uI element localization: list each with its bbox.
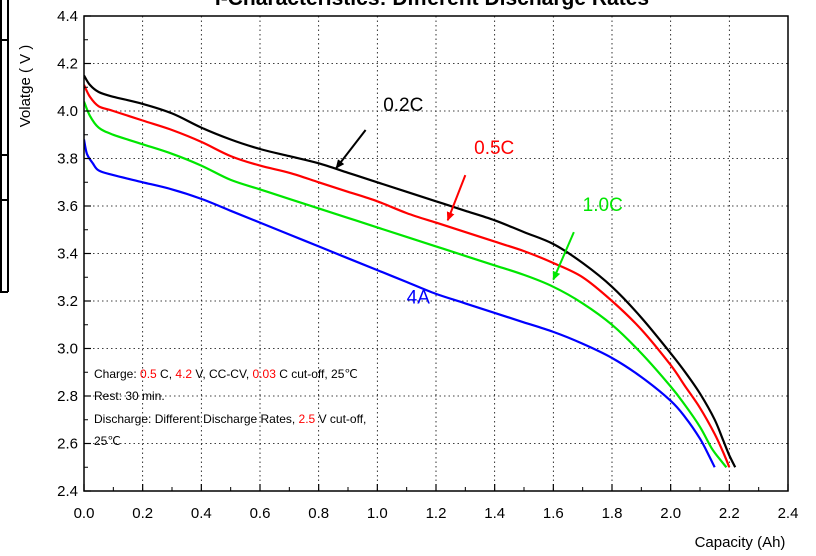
y-tick-label: 4.0 <box>57 103 78 120</box>
y-tick-label: 2.8 <box>57 388 78 405</box>
note-fragment: 0.03 <box>253 367 277 381</box>
series-label-0-5c: 0.5C <box>474 138 514 159</box>
series-line-1-0c <box>84 101 728 469</box>
x-tick-label: 0.6 <box>250 505 271 522</box>
axis-ticks: 0.0 0.2 0.4 0.6 0.8 1.0 1.2 1.4 1.6 1.8 2.0 2.2 2.4 2… <box>57 8 798 522</box>
x-tick-label: 0.2 <box>132 505 153 522</box>
note-fragment: Rest: 30 min. <box>94 389 165 403</box>
note-line-charge: Charge: 0.5 C, 4.2 V, CC-CV, 0.03 C cut-… <box>94 367 358 381</box>
label-arrow <box>552 231 575 281</box>
series-line-4a <box>84 139 716 468</box>
y-tick-label: 2.4 <box>57 483 78 500</box>
label-arrow <box>446 174 467 222</box>
chart-title: I-Characteristics: Different Discharge R… <box>215 0 649 10</box>
x-tick-label: 0.4 <box>191 505 212 522</box>
x-tick-label: 1.0 <box>367 505 388 522</box>
note-fragment: Charge: <box>94 367 140 381</box>
series-line-0-2c <box>84 74 737 468</box>
note-fragment: 2.5 <box>299 412 316 426</box>
label-arrow <box>335 129 367 169</box>
note-line-discharge: Discharge: Different Discharge Rates, 2.… <box>94 412 366 426</box>
y-axis-label: Volatge ( V ) <box>17 45 34 128</box>
note-fragment: Discharge: Different Discharge Rates, <box>94 412 299 426</box>
x-tick-label: 0.8 <box>308 505 329 522</box>
note-line-temp: 25℃ <box>94 434 121 448</box>
note-fragment: C cut-off, 25℃ <box>276 367 358 381</box>
series-label-0-2c: 0.2C <box>383 95 423 116</box>
y-tick-label: 4.4 <box>57 8 78 25</box>
series-group <box>84 74 737 469</box>
y-tick-label: 2.6 <box>57 436 78 453</box>
x-axis-label: Capacity (Ah) <box>695 534 786 551</box>
x-tick-label: 2.2 <box>719 505 740 522</box>
series-line-0-5c <box>84 84 731 468</box>
grid-lines <box>84 16 788 491</box>
y-tick-label: 3.4 <box>57 246 78 263</box>
x-tick-label: 1.2 <box>426 505 447 522</box>
test-conditions-note: Charge: 0.5 C, 4.2 V, CC-CV, 0.03 C cut-… <box>94 367 366 448</box>
y-tick-label: 3.2 <box>57 293 78 310</box>
y-tick-label: 3.0 <box>57 341 78 358</box>
note-fragment: V cut-off, <box>315 412 366 426</box>
x-tick-label: 1.4 <box>484 505 505 522</box>
x-tick-label: 2.4 <box>778 505 799 522</box>
x-tick-label: 0.0 <box>74 505 95 522</box>
x-tick-label: 1.8 <box>602 505 623 522</box>
note-fragment: C, <box>157 367 176 381</box>
cropped-panel-frame <box>0 0 9 293</box>
x-tick-label: 2.0 <box>660 505 681 522</box>
note-fragment: 4.2 <box>175 367 192 381</box>
y-tick-label: 4.2 <box>57 56 78 73</box>
note-line-rest: Rest: 30 min. <box>94 389 165 403</box>
note-fragment: V, CC-CV, <box>192 367 252 381</box>
y-tick-label: 3.8 <box>57 151 78 168</box>
note-fragment: 25℃ <box>94 434 121 448</box>
x-tick-label: 1.6 <box>543 505 564 522</box>
note-fragment: 0.5 <box>140 367 157 381</box>
series-label-1-0c: 1.0C <box>583 195 623 216</box>
y-tick-label: 3.6 <box>57 198 78 215</box>
annotation-group: 0.2C 0.5C 1.0C 4A <box>335 95 623 308</box>
series-label-4a: 4A <box>407 287 431 308</box>
